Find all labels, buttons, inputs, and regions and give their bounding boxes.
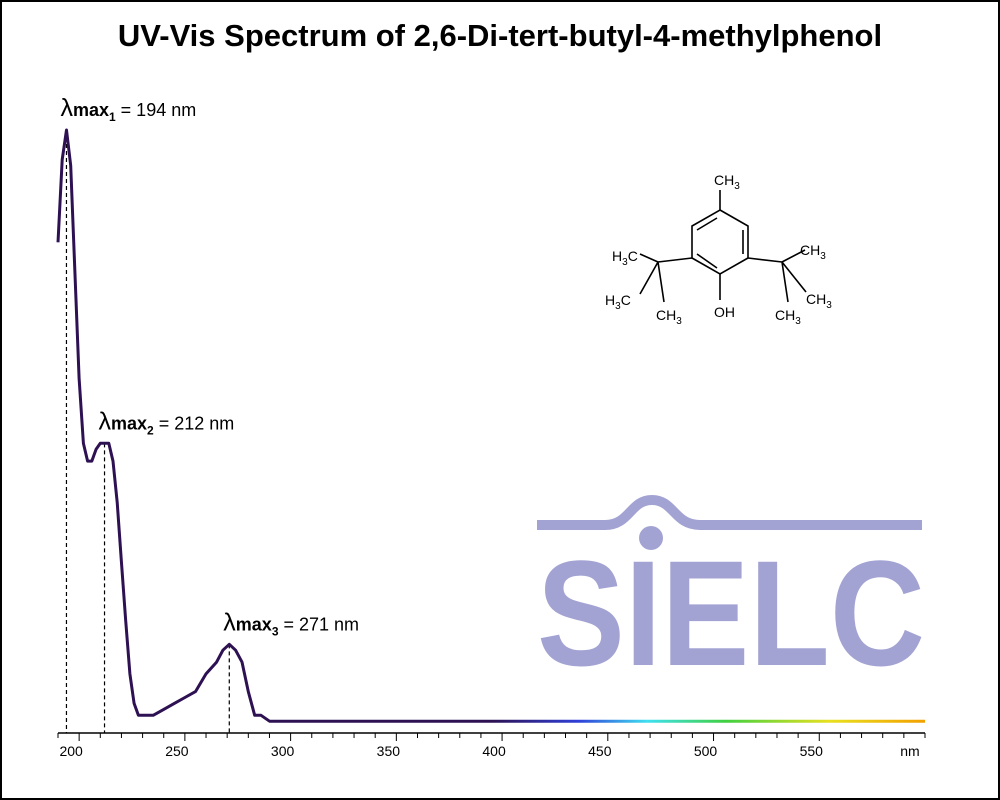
atom: OH [714, 304, 735, 320]
subscript: 3 [820, 251, 826, 262]
atom: H [612, 248, 622, 264]
atom: CH [714, 172, 734, 188]
atom-label: OH [714, 304, 735, 320]
x-tick-label: 500 [694, 743, 718, 759]
peak-text: = 212 nm [154, 413, 235, 433]
max: max [236, 614, 272, 634]
atom-label: CH3 [806, 291, 832, 311]
atom: CH [806, 291, 826, 307]
atom-label: CH3 [656, 307, 682, 327]
atom: C [621, 292, 631, 308]
subscript: 3 [795, 316, 801, 327]
lambda: λ [60, 94, 73, 122]
atom: CH [775, 307, 795, 323]
logo-text: SIELC [537, 529, 925, 697]
subscript: 3 [615, 301, 621, 312]
atom: CH [656, 307, 676, 323]
index: 3 [272, 624, 279, 638]
atom: C [628, 248, 638, 264]
logo-arc [537, 494, 922, 530]
subscript: 3 [826, 300, 832, 311]
atom-label: H3C [605, 292, 631, 312]
peak-text: = 194 nm [116, 100, 197, 120]
logo-dot [639, 526, 663, 550]
atom-label: H3C [612, 248, 638, 268]
x-tick-label: 350 [377, 743, 401, 759]
x-tick-label: 250 [165, 743, 189, 759]
atom: CH [800, 242, 820, 258]
index: 1 [109, 110, 116, 124]
subscript: 3 [734, 181, 740, 192]
lambda: λ [99, 407, 112, 435]
x-tick-label: 450 [588, 743, 612, 759]
max: max [111, 413, 147, 433]
lambda: λ [223, 608, 236, 636]
peak-label: λmax2 = 212 nm [99, 407, 235, 437]
logo: SIELC [537, 494, 925, 697]
subscript: 3 [622, 257, 628, 268]
x-tick-label: 200 [59, 743, 83, 759]
peak-text: = 271 nm [279, 614, 360, 634]
atom-label: CH3 [714, 172, 740, 192]
max: max [73, 100, 109, 120]
x-tick-label: 300 [271, 743, 295, 759]
peak-label: λmax3 = 271 nm [223, 608, 359, 638]
atom-label: CH3 [800, 242, 826, 262]
structure [639, 190, 807, 303]
atom: H [605, 292, 615, 308]
x-tick-label: 400 [482, 743, 506, 759]
subscript: 3 [676, 316, 682, 327]
chart-title: UV-Vis Spectrum of 2,6-Di-tert-butyl-4-m… [118, 18, 882, 53]
x-axis-label: nm [900, 743, 919, 759]
index: 2 [147, 423, 154, 437]
atom-label: CH3 [775, 307, 801, 327]
spectrum-line [56, 128, 925, 723]
peak-label: λmax1 = 194 nm [60, 94, 196, 124]
x-tick-label: 550 [800, 743, 824, 759]
